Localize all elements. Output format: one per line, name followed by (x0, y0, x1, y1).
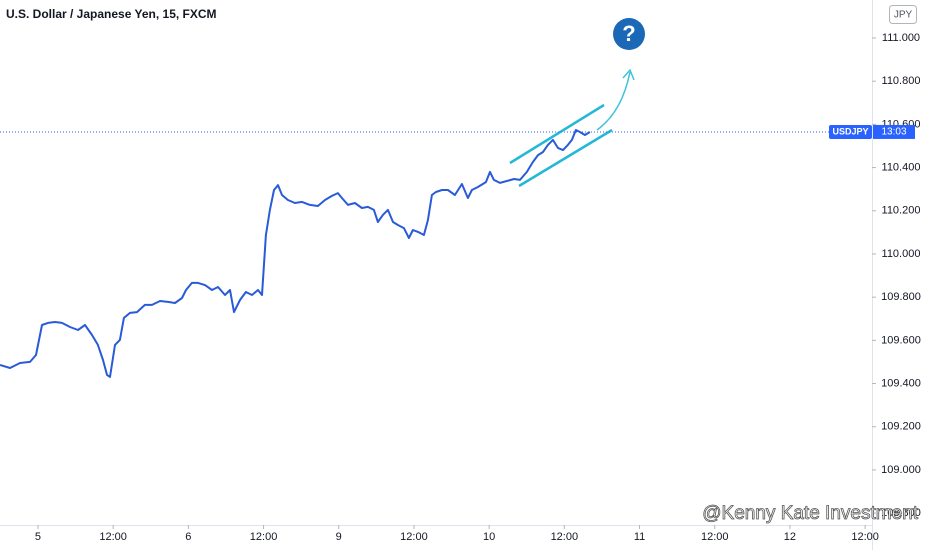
x-tick-label: 11 (634, 531, 645, 543)
symbol-box (829, 124, 872, 139)
y-tick-label: 109.200 (881, 421, 921, 433)
y-tick-label: 108.800 (881, 507, 921, 519)
y-tick-label: 109.800 (881, 291, 921, 303)
x-tick-label: 12:00 (701, 531, 729, 543)
time-label: 13:03 (881, 127, 906, 138)
y-tick-label: 110.800 (882, 75, 921, 87)
x-tick-label: 12:00 (99, 531, 127, 543)
currency-label: JPY (894, 10, 913, 21)
x-tick-label: 12:00 (250, 531, 278, 543)
y-tick-label: 110.400 (882, 161, 921, 173)
symbol-label: USDJPY (832, 126, 868, 136)
x-tick-label: 10 (483, 531, 495, 543)
currency-box (889, 5, 917, 24)
x-tick-label: 12:00 (400, 531, 428, 543)
watermark: @Kenny Kate Investment (702, 503, 918, 524)
y-tick-label: 109.400 (881, 377, 921, 389)
x-tick-label: 9 (336, 531, 342, 543)
arrow (596, 71, 631, 131)
chart-title: U.S. Dollar / Japanese Yen, 15, FXCM (6, 7, 217, 21)
y-tick-label: 111.000 (882, 32, 920, 44)
x-tick-label: 12:00 (551, 531, 579, 543)
y-tick-label: 109.600 (881, 334, 921, 346)
channel-upper (509, 103, 605, 165)
price-line (0, 129, 591, 378)
question-icon (613, 18, 645, 50)
arrow-head (622, 68, 635, 81)
x-tick-label: 12:00 (851, 531, 879, 543)
channel-lower (518, 128, 613, 188)
x-tick-label: 12 (784, 531, 796, 543)
x-tick-label: 6 (185, 531, 191, 543)
x-tick-label: 5 (35, 531, 41, 543)
question-mark: ? (622, 21, 635, 46)
y-tick-label: 109.000 (881, 464, 921, 476)
y-tick-label: 110.000 (882, 248, 921, 260)
y-tick-label: 110.600 (882, 118, 921, 130)
time-box (873, 124, 915, 139)
y-tick-label: 110.200 (882, 205, 921, 217)
plot: 108.800 109.000 109.200 109.400 109.600 109.8… (0, 32, 921, 543)
